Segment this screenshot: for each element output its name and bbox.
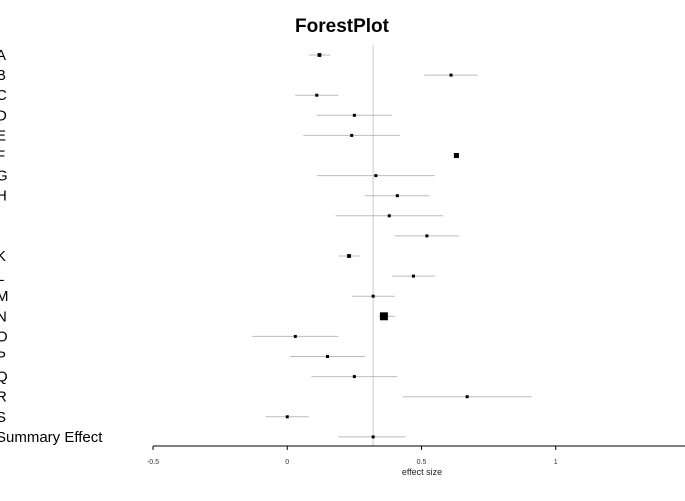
- tick-label: 0: [285, 459, 289, 466]
- x-ticks: -0.5 0 0.5 1: [147, 446, 558, 466]
- study-label: A: [0, 47, 6, 64]
- chart-title: ForestPlot: [295, 16, 390, 37]
- point-estimate: [411, 274, 415, 278]
- point-estimate: [395, 194, 399, 198]
- point-estimate: [371, 435, 375, 439]
- study-label: D: [0, 107, 7, 124]
- study-label: C: [0, 87, 7, 104]
- tick-label: -0.5: [147, 459, 159, 466]
- study-label: M: [0, 288, 9, 305]
- point-estimate: [326, 355, 330, 358]
- study-label: Q: [0, 369, 8, 386]
- point-estimate: [317, 53, 322, 57]
- point-estimate: [352, 113, 356, 117]
- study-label: Summary Effect: [0, 429, 103, 446]
- point-estimate: [465, 395, 469, 399]
- point-estimate: [293, 334, 297, 338]
- tick-label: 0.5: [417, 459, 427, 466]
- point-estimate: [374, 174, 378, 178]
- study-label: S: [0, 409, 6, 426]
- study-label: G: [0, 168, 8, 185]
- study-label: H: [0, 188, 7, 205]
- point-estimate: [449, 73, 453, 77]
- study-label: L: [0, 268, 4, 285]
- study-label: E: [0, 127, 6, 144]
- tick-label: 1: [554, 459, 558, 466]
- x-axis-label: effect size: [402, 467, 442, 477]
- row-labels: ABCDEFGHIKLMNOPQRSSummary Effect: [0, 47, 103, 446]
- point-estimate: [352, 375, 356, 379]
- study-marks: [252, 53, 532, 439]
- point-estimate: [387, 214, 391, 218]
- point-estimate: [285, 415, 289, 419]
- point-estimate: [453, 152, 459, 159]
- study-label: F: [0, 148, 5, 165]
- point-estimate: [425, 234, 429, 238]
- point-estimate: [350, 133, 354, 137]
- study-label: B: [0, 67, 6, 84]
- study-label: N: [0, 308, 7, 325]
- study-label: O: [0, 328, 8, 345]
- point-estimate: [379, 312, 388, 321]
- study-label: K: [0, 248, 6, 265]
- point-estimate: [347, 254, 351, 258]
- study-label: R: [0, 389, 7, 406]
- study-label: P: [0, 349, 6, 366]
- point-estimate: [371, 294, 375, 298]
- point-estimate: [315, 93, 319, 97]
